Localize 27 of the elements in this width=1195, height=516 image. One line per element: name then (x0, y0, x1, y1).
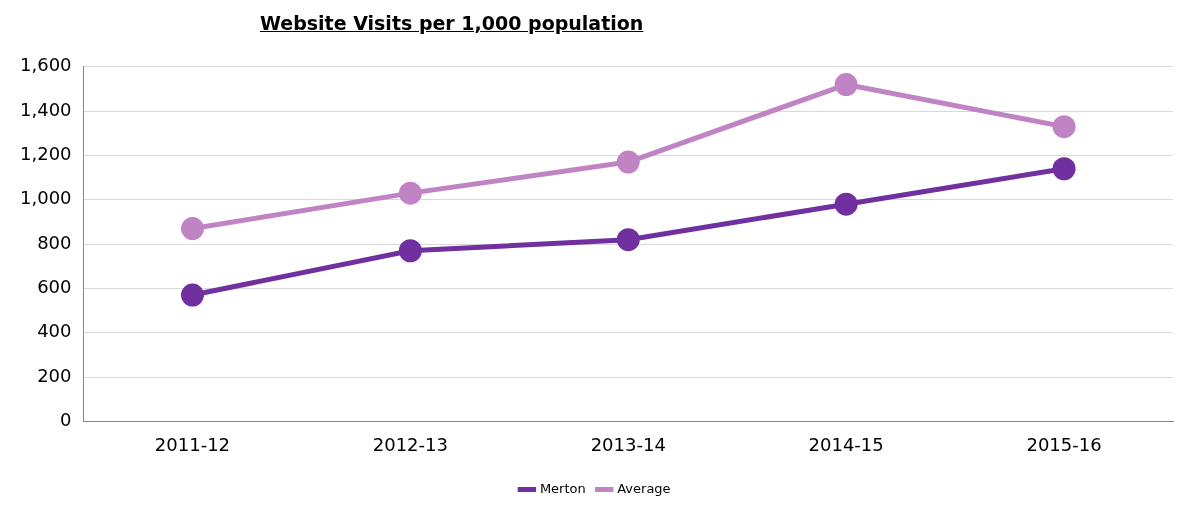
y-tick-label: 600 (37, 276, 72, 298)
point (1052, 115, 1076, 139)
y-tick-label: 800 (37, 231, 72, 253)
x-tick-label: 2015-16 (1026, 433, 1102, 455)
legend-label: Merton (539, 480, 586, 496)
point (616, 150, 640, 174)
point (834, 192, 858, 216)
point (180, 217, 204, 241)
y-tick-label: 400 (37, 320, 72, 342)
point (616, 228, 640, 252)
point (1052, 157, 1076, 181)
chart-title: Website Visits per 1,000 population (259, 11, 645, 36)
y-tick-label: 0 (60, 409, 72, 431)
point (398, 181, 422, 205)
y-tick-label: 1,600 (20, 54, 72, 76)
legend-label: Average (617, 480, 671, 496)
y-tick-label: 1,000 (20, 187, 72, 209)
y-tick-label: 200 (37, 364, 72, 386)
x-tick-label: 2012-13 (372, 433, 448, 455)
x-tick-label: 2014-15 (808, 433, 884, 455)
x-tick-label: 2013-14 (590, 433, 666, 455)
y-tick-label: 1,400 (20, 98, 72, 120)
y-tick-label: 1,200 (20, 143, 72, 165)
point (398, 239, 422, 263)
point (180, 283, 204, 307)
point (834, 73, 858, 97)
x-tick-label: 2011-12 (154, 433, 231, 455)
